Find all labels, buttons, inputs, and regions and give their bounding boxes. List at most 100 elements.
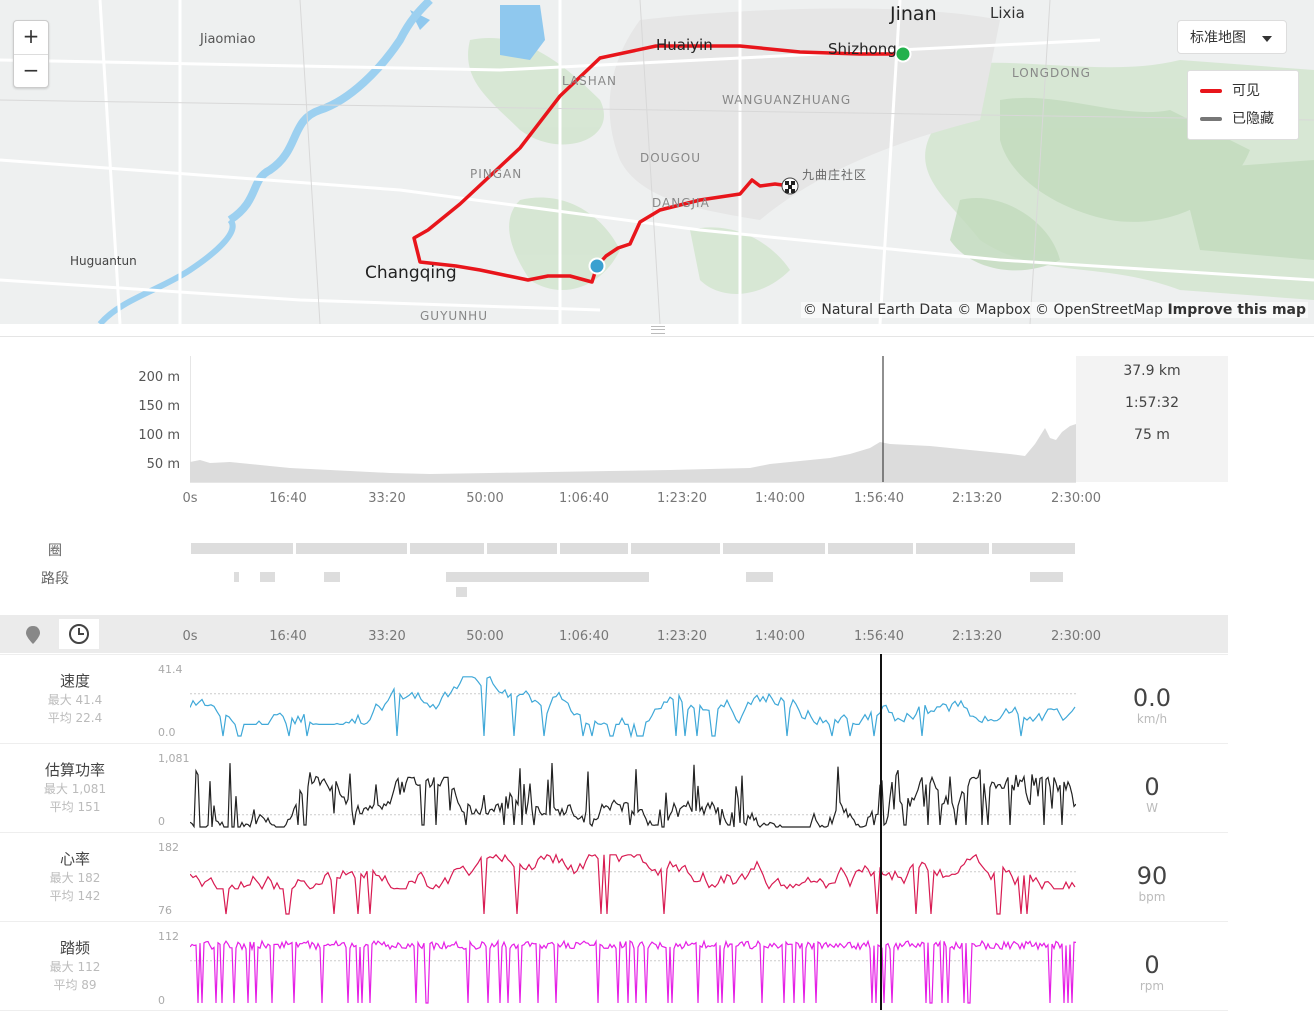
x-tick: 33:20: [368, 629, 406, 644]
time-value: 1:57:32: [1125, 395, 1179, 411]
zoom-control: + −: [13, 20, 49, 88]
metric-avg: 平均 142: [49, 889, 101, 903]
heartrate-chart[interactable]: [190, 842, 1076, 922]
lap-bar[interactable]: [487, 543, 557, 554]
altitude-value: 75 m: [1134, 427, 1170, 443]
improve-map-link[interactable]: Improve this map: [1167, 302, 1306, 318]
x-tick: 50:00: [466, 629, 504, 644]
metric-max: 最大 41.4: [47, 693, 103, 707]
place-label: Shizhong: [828, 40, 897, 58]
x-tick: 16:40: [269, 629, 307, 644]
stream-line: [190, 939, 1076, 1004]
speed-metric-label: 速度 最大 41.4 平均 22.4: [0, 670, 150, 727]
metric-avg: 平均 89: [53, 978, 97, 992]
metric-max: 最大 1,081: [43, 782, 107, 796]
segment-bar[interactable]: [1030, 572, 1063, 582]
route-legend: 可见 已隐藏: [1187, 70, 1299, 140]
metric-name: 估算功率: [44, 761, 105, 779]
chart-top-label: 41.4: [158, 663, 183, 676]
location-pin-icon: [26, 626, 40, 644]
map-resize-divider[interactable]: [0, 324, 1314, 337]
metric-name: 速度: [59, 672, 90, 690]
map-attribution: © Natural Earth Data © Mapbox © OpenStre…: [800, 302, 1308, 318]
place-label: 九曲庄社区: [802, 168, 868, 182]
current-position-marker-icon: [588, 257, 606, 275]
legend-item-visible[interactable]: 可见: [1200, 81, 1260, 101]
lap-bar[interactable]: [723, 543, 825, 554]
lap-bar[interactable]: [191, 543, 293, 554]
attribution-text[interactable]: © Natural Earth Data © Mapbox © OpenStre…: [802, 302, 1163, 318]
heartrate-metric-label: 心率 最大 182 平均 142: [0, 848, 150, 905]
legend-label: 可见: [1232, 83, 1260, 99]
legend-label: 已隐藏: [1232, 111, 1274, 127]
lap-bar[interactable]: [410, 543, 484, 554]
metric-max: 最大 112: [49, 960, 101, 974]
speed-chart[interactable]: [190, 664, 1076, 744]
place-label: DANGJIA: [652, 196, 710, 210]
finish-flag-icon: [781, 177, 799, 195]
route-map[interactable]: Jinan Lixia Jiaomiao Huaiyin Shizhong LO…: [0, 0, 1314, 324]
segment-bar[interactable]: [234, 572, 239, 582]
x-tick: 1:40:00: [754, 491, 806, 506]
time-axis-toggle[interactable]: [59, 619, 99, 649]
divider: [0, 654, 1228, 655]
lap-bar[interactable]: [296, 543, 407, 554]
speed-unit: km/h: [1136, 712, 1168, 726]
laps-label: 圈: [48, 543, 62, 559]
chart-bottom-label: 0.0: [158, 726, 176, 739]
zoom-out-button[interactable]: −: [14, 54, 48, 88]
segment-bar[interactable]: [260, 572, 275, 582]
divider: [0, 743, 1228, 744]
map-type-label: 标准地图: [1190, 30, 1246, 46]
x-tick: 2:13:20: [951, 629, 1003, 644]
speed-current: 0.0 km/h: [1076, 684, 1228, 726]
metric-name: 踏频: [59, 939, 90, 957]
distance-value: 37.9 km: [1123, 363, 1181, 379]
y-tick: 200 m: [138, 370, 180, 385]
segment-bar[interactable]: [456, 587, 467, 597]
lap-bar[interactable]: [828, 543, 913, 554]
speed-value: 0.0: [1132, 684, 1172, 712]
lap-bar[interactable]: [560, 543, 628, 554]
place-label: Jiaomiao: [200, 32, 256, 47]
chart-bottom-label: 76: [158, 904, 172, 917]
divider: [0, 921, 1228, 922]
heartrate-unit: bpm: [1138, 890, 1166, 904]
segments-label: 路段: [41, 571, 69, 587]
lap-bar[interactable]: [992, 543, 1075, 554]
x-tick: 1:23:20: [656, 491, 708, 506]
zoom-in-button[interactable]: +: [22, 24, 40, 48]
segment-bar[interactable]: [446, 572, 649, 582]
segment-bar[interactable]: [324, 572, 340, 582]
x-tick: 2:13:20: [951, 491, 1003, 506]
segment-bar[interactable]: [746, 572, 773, 582]
legend-item-hidden[interactable]: 已隐藏: [1200, 109, 1274, 129]
chart-bottom-label: 0: [158, 994, 165, 1007]
power-metric-label: 估算功率 最大 1,081 平均 151: [0, 759, 150, 816]
time-cursor-line[interactable]: [880, 654, 882, 1010]
power-chart[interactable]: [190, 753, 1076, 833]
map-type-dropdown[interactable]: 标准地图: [1177, 20, 1287, 54]
lap-bar[interactable]: [631, 543, 720, 554]
distance-axis-toggle[interactable]: [13, 619, 53, 649]
red-line-icon: [1200, 89, 1222, 93]
start-marker-icon: [894, 45, 912, 63]
chart-top-label: 112: [158, 930, 179, 943]
cadence-chart[interactable]: [190, 931, 1076, 1011]
place-label: Jinan: [890, 3, 937, 25]
place-label: Huguantun: [70, 254, 137, 268]
x-tick: 1:40:00: [754, 629, 806, 644]
metric-max: 最大 182: [49, 871, 101, 885]
x-axis-toolbar: [0, 615, 1228, 653]
place-label: Huaiyin: [656, 36, 713, 54]
place-label: Lixia: [990, 4, 1025, 22]
metric-avg: 平均 151: [49, 800, 101, 814]
chart-bottom-label: 0: [158, 815, 165, 828]
cadence-unit: rpm: [1139, 979, 1165, 993]
x-tick: 1:06:40: [558, 491, 610, 506]
lap-bar[interactable]: [916, 543, 989, 554]
drag-handle-icon[interactable]: [651, 326, 665, 334]
chart-top-label: 1,081: [158, 752, 190, 765]
y-tick: 50 m: [146, 457, 180, 472]
place-label: LASHAN: [562, 74, 617, 88]
